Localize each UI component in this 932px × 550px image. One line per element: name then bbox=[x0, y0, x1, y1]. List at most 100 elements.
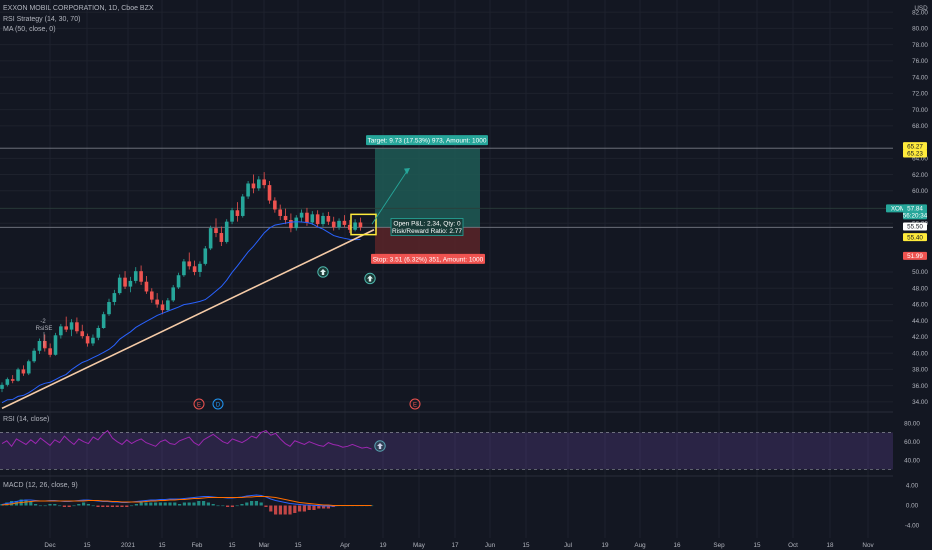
candle bbox=[96, 325, 101, 341]
trend-line[interactable] bbox=[1, 229, 375, 410]
time-tick-label: Jun bbox=[485, 542, 496, 549]
target-label-text: Target: 9.73 (17.53%) 973, Amount: 1000 bbox=[368, 138, 487, 145]
dividend-event-marker[interactable]: D bbox=[212, 398, 224, 410]
price-tick-label: 44.00 bbox=[912, 318, 928, 325]
time-tick-label: 15 bbox=[753, 542, 761, 549]
candle bbox=[5, 377, 10, 387]
earnings-event-marker[interactable]: E bbox=[193, 398, 205, 410]
rsi-signal-badge[interactable] bbox=[374, 440, 386, 452]
tag-box bbox=[903, 233, 927, 242]
chart-legend: EXXON MOBIL CORPORATION, 1D, Cboe BZX RS… bbox=[3, 4, 154, 36]
level-price-tag: 55.50 bbox=[903, 222, 927, 231]
macd-histogram-bar bbox=[274, 505, 278, 515]
signal-highlight-box[interactable] bbox=[350, 213, 377, 236]
macd-histogram-bar bbox=[43, 505, 47, 507]
candle-body bbox=[85, 336, 90, 344]
macd-histogram-bar bbox=[10, 501, 14, 506]
candle-body bbox=[235, 210, 240, 216]
candle-body bbox=[75, 322, 79, 332]
tag-box bbox=[903, 204, 927, 213]
target-price-tag: 65.27 bbox=[903, 142, 927, 150]
time-tick-label: 15 bbox=[294, 542, 302, 549]
long-signal-badge[interactable] bbox=[364, 272, 376, 285]
current-price-tag: 57.84 bbox=[903, 204, 927, 213]
candle-body bbox=[198, 263, 202, 272]
time-tick-label: 19 bbox=[379, 542, 387, 549]
candle-body bbox=[353, 222, 357, 230]
ma-line bbox=[1, 221, 361, 404]
macd-histogram-bar bbox=[197, 501, 201, 506]
candle-body bbox=[112, 293, 117, 303]
price-tick-label: 60.00 bbox=[912, 188, 928, 195]
rsi-tick-label: 40.00 bbox=[904, 457, 920, 464]
position-stop-label[interactable]: Stop: 3.51 (6.32%) 351, Amount: 1000 bbox=[371, 253, 485, 264]
rsi-legend[interactable]: RSI (14, close) bbox=[3, 416, 50, 423]
position-target-label[interactable]: Target: 9.73 (17.53%) 973, Amount: 1000 bbox=[366, 135, 488, 146]
price-tick-label: 78.00 bbox=[912, 42, 928, 49]
signal-line bbox=[1, 496, 372, 506]
risk-reward-text: Risk/Reward Ratio: 2.77 bbox=[392, 228, 462, 235]
axis-background bbox=[893, 0, 932, 550]
candle bbox=[353, 219, 357, 232]
earnings-event-marker[interactable]: E bbox=[409, 398, 421, 410]
macd-histogram-bar bbox=[245, 502, 249, 506]
macd-histogram-bar bbox=[163, 502, 167, 506]
candle-body bbox=[80, 331, 85, 337]
position-overlays[interactable]: Target: 9.73 (17.53%) 973, Amount: 1000 O… bbox=[36, 135, 488, 452]
candle-body bbox=[37, 340, 42, 351]
event-letter: D bbox=[216, 402, 221, 408]
candle bbox=[283, 208, 288, 225]
rsi-panel bbox=[0, 429, 893, 470]
entry-signal-badge[interactable] bbox=[317, 266, 329, 278]
candle bbox=[219, 226, 224, 246]
candle bbox=[0, 382, 4, 393]
macd-tick-label: 4.00 bbox=[906, 483, 919, 490]
macd-legend[interactable]: MACD (12, 26, close, 9) bbox=[3, 482, 78, 489]
price-tick-label: 68.00 bbox=[912, 123, 928, 130]
macd-histogram-bar bbox=[115, 505, 119, 507]
candle-body bbox=[16, 369, 20, 381]
candle bbox=[85, 333, 90, 347]
price-tick-label: 64.00 bbox=[912, 156, 928, 163]
candle bbox=[342, 215, 347, 228]
candle bbox=[59, 323, 63, 339]
ma-legend[interactable]: MA (50, close, 0) bbox=[3, 26, 56, 33]
tag-box bbox=[903, 251, 927, 260]
ma-50-line bbox=[1, 221, 361, 404]
symbol-title[interactable]: EXXON MOBIL CORPORATION, 1D, Cboe BZX bbox=[3, 5, 154, 12]
candle-body bbox=[262, 179, 266, 186]
open-pl-text: Open P&L: 2.34, Qty: 0 bbox=[393, 221, 461, 228]
candle bbox=[310, 211, 315, 225]
candle bbox=[299, 209, 304, 223]
time-tick-label: May bbox=[413, 542, 426, 549]
candle bbox=[123, 271, 127, 290]
strategy-legend[interactable]: RSI Strategy (14, 30, 70) bbox=[3, 15, 81, 23]
macd-tick-label: 0.00 bbox=[906, 503, 919, 510]
macd-histogram-bar bbox=[259, 502, 263, 506]
candle bbox=[273, 197, 277, 213]
macd-histogram-bar bbox=[53, 504, 57, 506]
candle bbox=[235, 202, 240, 222]
macd-histogram-bar bbox=[29, 501, 33, 506]
trendline[interactable] bbox=[1, 229, 375, 410]
candle-body bbox=[32, 350, 36, 362]
candle bbox=[246, 181, 250, 199]
macd-histogram-bar bbox=[149, 502, 153, 506]
time-tick-label: Dec bbox=[44, 542, 55, 549]
tag-label: XOM bbox=[891, 206, 905, 213]
grid-lines bbox=[0, 0, 932, 538]
candle bbox=[203, 246, 208, 266]
arrow-up-icon bbox=[367, 275, 373, 282]
candle-body bbox=[139, 271, 143, 282]
macd-histogram-bar bbox=[283, 505, 287, 515]
price-tick-label: 42.00 bbox=[912, 334, 928, 341]
time-axis[interactable]: Dec 15 2021 15 Feb 15 Mar 15 Apr 19 May 17 Jun 15 Jul 1… bbox=[0, 539, 932, 550]
time-tick-label: 15 bbox=[228, 542, 236, 549]
macd-histogram-bar bbox=[48, 504, 52, 506]
price-tick-label: 82.00 bbox=[912, 9, 928, 16]
candle-body bbox=[171, 287, 175, 301]
